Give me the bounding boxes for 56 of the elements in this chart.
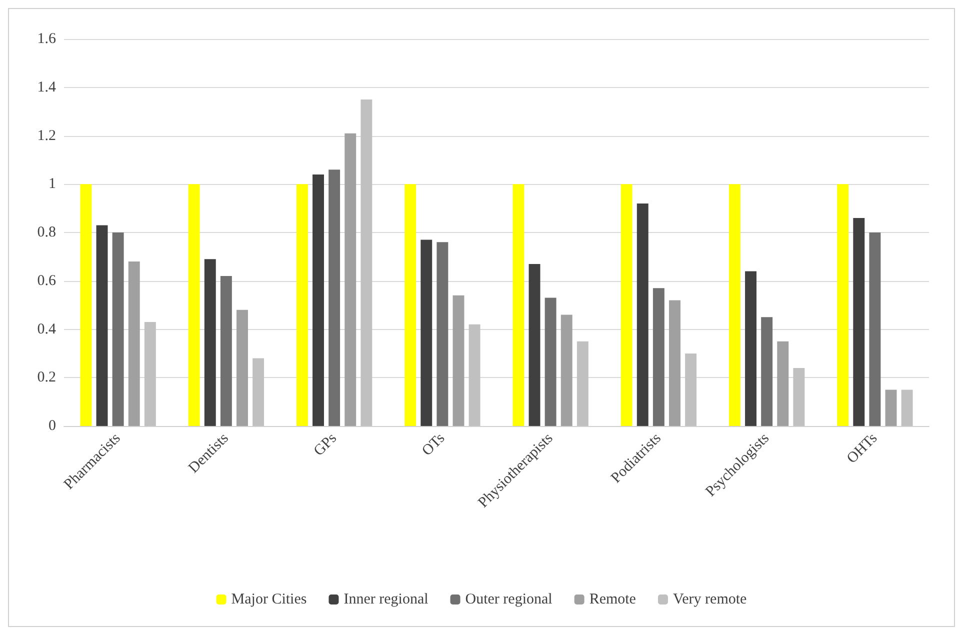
bar [468,324,480,426]
bar [885,390,897,426]
bar [204,259,216,426]
bar [344,133,356,426]
bar [901,390,913,426]
bar [560,314,572,426]
y-tick-label: 1.6 [37,31,56,47]
bar [837,184,849,426]
legend-label: Inner regional [344,592,428,608]
bar [252,358,264,426]
bar [128,262,140,426]
bar [528,264,540,426]
x-tick-label: OTs [419,430,448,460]
y-tick-label: 0.2 [37,370,56,386]
y-tick-label: 1.4 [37,79,56,96]
y-tick-label: 1 [48,176,56,192]
bar [296,184,308,426]
bar [745,271,756,426]
bar [80,184,92,426]
bar [685,353,697,426]
bar [544,298,556,426]
bar [728,184,740,426]
bar [793,368,805,426]
y-tick-label: 0.4 [37,321,56,338]
legend-label: Major Cities [231,592,307,608]
bar [112,232,124,426]
y-tick-label: 0.6 [37,272,56,289]
bar [652,288,664,426]
legend-label: Outer regional [465,592,552,608]
bar [669,300,680,426]
bar [144,322,156,426]
bar [328,170,340,426]
bar [236,310,248,426]
legend-label: Very remote [672,592,748,608]
bar [620,184,632,426]
y-tick-label: 0 [48,418,56,434]
bar [452,295,464,426]
bar [761,317,773,426]
bar [312,174,324,426]
bar [777,341,789,426]
bar [404,184,416,426]
bar [220,276,232,426]
x-tick-label: GPs [310,430,340,460]
y-tick-label: 0.8 [37,224,56,240]
bar [420,240,432,426]
bar [96,225,108,426]
bar [869,232,881,426]
bar [188,184,200,426]
bar [512,184,524,426]
bar [636,203,648,426]
bar [436,242,448,426]
bar [576,341,588,426]
y-tick-label: 1.2 [37,128,56,144]
bar [360,99,372,426]
bar [853,218,865,426]
legend-label: Remote [589,592,636,608]
